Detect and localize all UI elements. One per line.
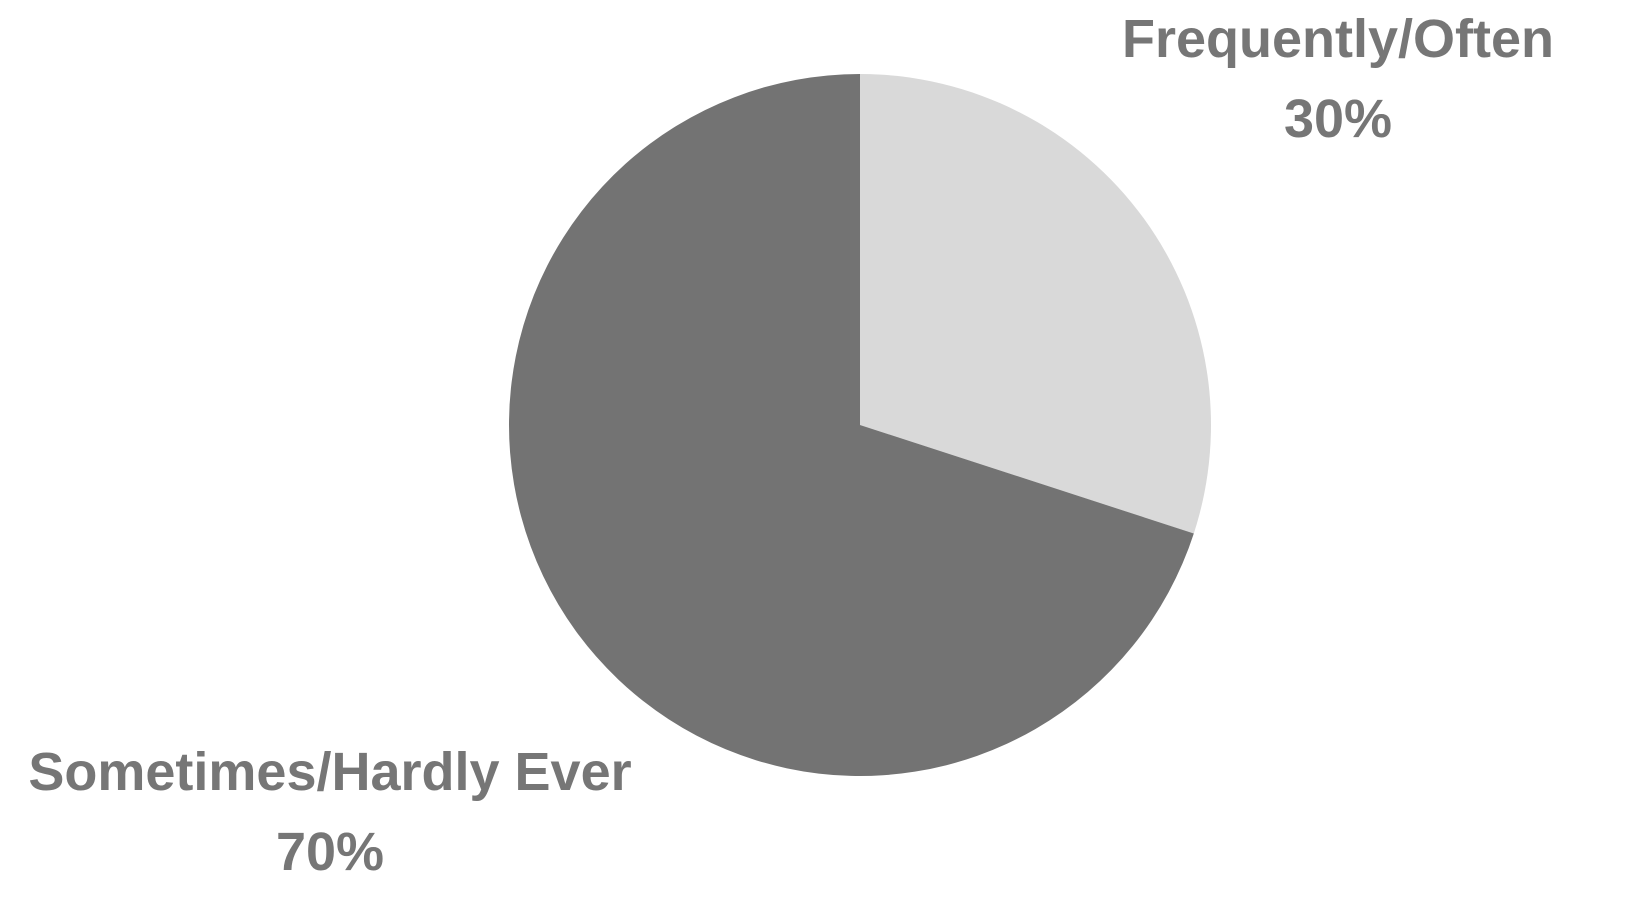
pie-slice-2 (509, 74, 1194, 776)
pie-slice-1 (860, 74, 1211, 534)
slice-label-1: Frequently/Often (1122, 9, 1554, 69)
slice-labels: Frequently/Often 30% Sometimes/Hardly Ever… (28, 9, 1554, 882)
slice-label-2: Sometimes/Hardly Ever (28, 742, 631, 802)
slice-percent-2: 70% (276, 822, 384, 882)
pie-slices (509, 74, 1211, 776)
slice-percent-1: 30% (1284, 89, 1392, 149)
